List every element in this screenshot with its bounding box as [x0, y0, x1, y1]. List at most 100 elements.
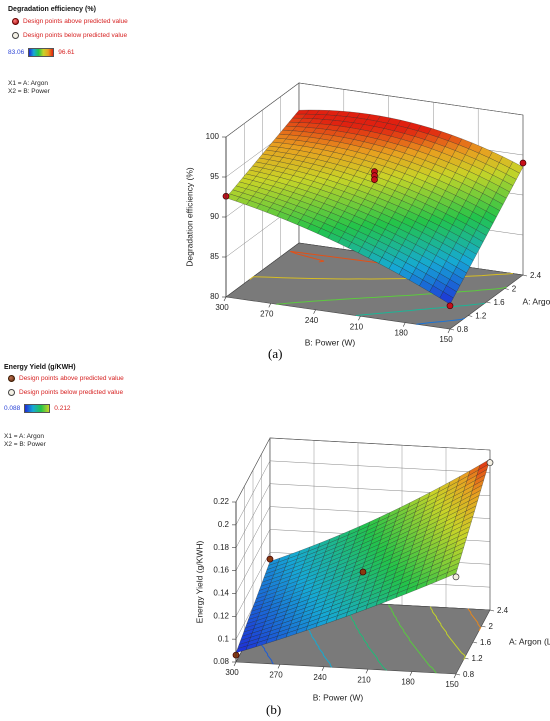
x-tick-label: 180	[401, 678, 415, 687]
y-tick	[522, 274, 528, 277]
x-tick	[223, 296, 227, 302]
x-axis-title: B: Power (W)	[313, 692, 364, 702]
design-point-above	[446, 302, 454, 310]
color-scale-min: 83.06	[8, 49, 25, 56]
design-point-above	[519, 159, 527, 167]
color-bar	[28, 48, 55, 57]
x-tick-label: 240	[305, 316, 319, 325]
x-tick-label: 180	[395, 329, 409, 338]
z-tick-label: 0.18	[213, 543, 229, 552]
floor-contour	[430, 606, 466, 660]
legend-above-b: Design points above predicted value	[8, 375, 124, 382]
factor-x1: X1 = A: Argon	[8, 80, 48, 87]
color-scale-b: 0.088 0.212	[4, 404, 71, 413]
y-tick-label: 2.4	[530, 271, 542, 280]
x-tick	[409, 671, 413, 676]
above-marker-icon	[8, 375, 15, 382]
surface-patch	[445, 568, 458, 578]
z-tick-label: 85	[210, 252, 219, 261]
x-tick	[402, 322, 406, 327]
y-tick-label: 0.8	[463, 670, 475, 679]
z-tick-label: 100	[206, 132, 220, 141]
floor-contour	[276, 286, 507, 305]
x-tick	[453, 673, 457, 679]
x-tick	[358, 316, 361, 321]
panel-caption-b: (b)	[266, 702, 282, 717]
below-marker-icon	[8, 389, 15, 396]
color-bar	[24, 404, 51, 413]
z-tick-label: 0.22	[213, 497, 229, 506]
x-tick-label: 150	[439, 335, 453, 344]
x-tick	[321, 666, 325, 671]
panel-caption-a: (a)	[268, 346, 283, 361]
y-axis-title: A: Argon (L/min)	[509, 636, 550, 646]
design-point-above	[371, 176, 378, 183]
y-tick-label: 2	[512, 285, 517, 294]
y-tick-label: 1.2	[472, 654, 484, 663]
surface-patch	[439, 291, 454, 305]
y-tick-label: 2	[489, 622, 494, 631]
surface-plot-b: 0.08 0.1 0.12 0.14 0.16 0.18 0.2 0.22 300 270 240 2…	[194, 437, 550, 702]
x-tick-label: 270	[260, 310, 274, 319]
color-scale-a: 83.06 96.61	[8, 48, 75, 57]
y-tick	[455, 673, 461, 676]
y-tick	[472, 641, 478, 644]
legend-below-label: Design points below predicted value	[23, 32, 128, 39]
surface-plot-a: 80 85 90 95 100 300 270 240 210 180 150 0.8 1.2 1.6 2 2…	[184, 82, 550, 347]
x-tick-label: 150	[445, 680, 459, 689]
x-tick-label: 300	[225, 668, 239, 677]
x-tick-label: 300	[215, 303, 229, 312]
y-tick-label: 1.6	[480, 638, 492, 647]
legend-above-label: Design points above predicted value	[23, 18, 128, 25]
color-scale-max: 0.212	[54, 405, 71, 412]
y-axis-title: A: Argon (L/min)	[523, 296, 550, 306]
floor-contour	[388, 604, 437, 674]
chart-panel-b: Energy Yield (g/KWH) Design points above…	[0, 362, 550, 721]
y-tick-label: 0.8	[457, 325, 469, 334]
x-tick	[277, 664, 281, 669]
above-marker-icon	[12, 18, 19, 25]
y-tick	[489, 609, 495, 612]
x-tick-label: 210	[350, 322, 364, 331]
legend-below-label: Design points below predicted value	[19, 389, 124, 396]
x-tick	[313, 309, 316, 314]
z-tick-label: 80	[210, 292, 219, 301]
design-point-below	[486, 459, 494, 466]
x-tick-label: 210	[357, 675, 371, 684]
color-scale-min: 0.088	[4, 405, 21, 412]
z-tick-label: 0.12	[213, 611, 229, 620]
x-tick	[365, 669, 369, 674]
x-axis-title: B: Power (W)	[305, 337, 356, 347]
factor-list-a: X1 = A: Argon X2 = B: Power	[8, 80, 50, 96]
y-tick-label: 1.2	[475, 312, 487, 321]
x-tick	[233, 661, 237, 667]
legend-above-a: Design points above predicted value	[12, 18, 128, 25]
legend-below-b: Design points below predicted value	[8, 389, 123, 396]
floor-contour	[467, 608, 482, 632]
y-tick	[481, 625, 486, 628]
z-tick-label: 95	[210, 172, 219, 181]
x-tick	[447, 328, 451, 334]
x-tick-label: 270	[269, 671, 283, 680]
legend-above-label: Design points above predicted value	[19, 375, 124, 382]
y-tick-label: 1.6	[494, 298, 506, 307]
factor-list-b: X1 = A: Argon X2 = B: Power	[4, 433, 46, 449]
y-tick	[504, 288, 509, 290]
z-tick-label: 0.2	[218, 520, 230, 529]
design-point-above	[266, 555, 274, 563]
design-point-below	[452, 573, 460, 581]
factor-x2: X2 = B: Power	[4, 441, 46, 448]
floor-contour	[249, 273, 513, 280]
floor-contour	[416, 317, 465, 325]
z-axis-title: Energy Yield (g/KWH)	[194, 540, 204, 623]
z-axis-title: Degradation efficiency (%)	[184, 167, 194, 267]
design-point-above	[359, 568, 367, 576]
y-tick-label: 2.4	[497, 606, 509, 615]
chart-panel-a: Degradation efficiency (%) Design points…	[8, 6, 550, 361]
y-tick	[449, 328, 455, 331]
below-marker-icon	[12, 32, 19, 39]
y-tick	[468, 315, 473, 317]
factor-x1: X1 = A: Argon	[4, 433, 44, 440]
factor-x2: X2 = B: Power	[8, 88, 50, 95]
z-tick-label: 0.14	[213, 589, 229, 598]
